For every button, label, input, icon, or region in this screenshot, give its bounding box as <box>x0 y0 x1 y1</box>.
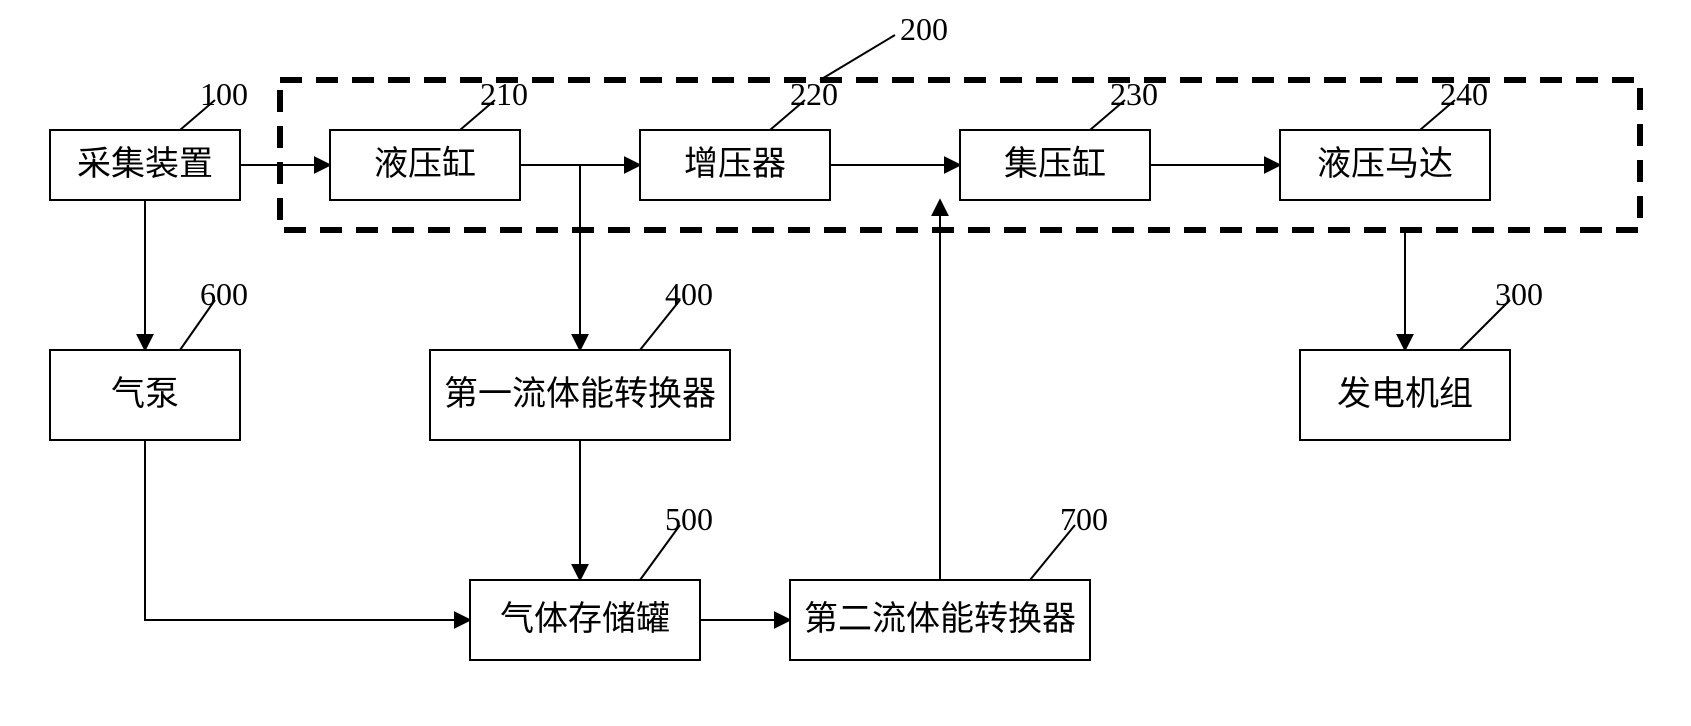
ref-leader-200 <box>820 35 895 80</box>
node-n500: 气体存储罐 500 <box>470 501 713 660</box>
node-label-n100: 采集装置 <box>77 145 213 183</box>
node-n230: 集压缸230 <box>960 76 1158 200</box>
nodes: 采集装置 100 液压缸210 增压器220 集压缸230 液压马达 240 气泵 600 第一流… <box>50 76 1543 660</box>
connectors <box>145 165 1405 620</box>
ref-label-n100: 100 <box>200 76 248 112</box>
node-n300: 发电机组 300 <box>1300 276 1543 440</box>
node-label-n230: 集压缸 <box>1004 145 1106 183</box>
ref-label-n230: 230 <box>1110 76 1158 112</box>
ref-label-n600: 600 <box>200 276 248 312</box>
node-n100: 采集装置 100 <box>50 76 248 200</box>
ref-label-n210: 210 <box>480 76 528 112</box>
node-n240: 液压马达 240 <box>1280 76 1490 200</box>
node-n600: 气泵 600 <box>50 276 248 440</box>
ref-label-n300: 300 <box>1495 276 1543 312</box>
node-label-n210: 液压缸 <box>374 145 476 183</box>
node-label-n500: 气体存储罐 <box>500 600 670 638</box>
node-label-n240: 液压马达 <box>1317 145 1453 183</box>
node-n700: 第二流体能转换器 700 <box>790 501 1108 660</box>
node-n210: 液压缸210 <box>330 76 528 200</box>
connector-8 <box>145 440 470 620</box>
node-label-n600: 气泵 <box>111 375 179 413</box>
node-label-n700: 第二流体能转换器 <box>804 600 1076 638</box>
ref-label-n500: 500 <box>665 501 713 537</box>
ref-label-200: 200 <box>900 11 948 47</box>
ref-label-n220: 220 <box>790 76 838 112</box>
node-label-n400: 第一流体能转换器 <box>444 375 716 413</box>
node-n220: 增压器220 <box>640 76 838 200</box>
ref-label-n400: 400 <box>665 276 713 312</box>
ref-label-n240: 240 <box>1440 76 1488 112</box>
ref-label-n700: 700 <box>1060 501 1108 537</box>
node-label-n220: 增压器 <box>684 145 786 183</box>
node-label-n300: 发电机组 <box>1337 375 1473 413</box>
